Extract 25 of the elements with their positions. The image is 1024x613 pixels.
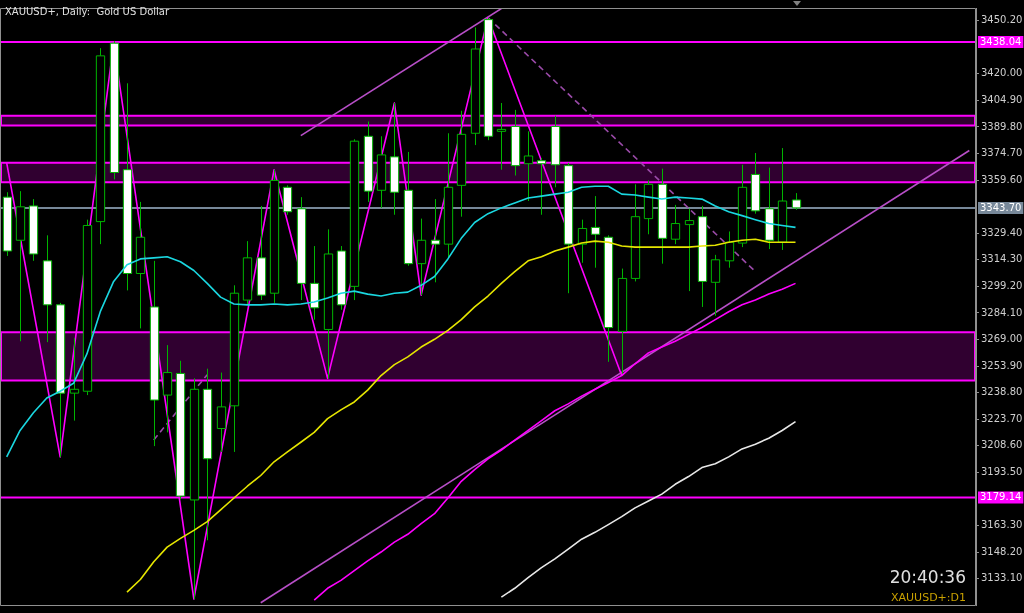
y-tick-label: 3374.70 bbox=[981, 147, 1023, 159]
y-tick-label: 3389.80 bbox=[981, 120, 1023, 132]
annotation: 20:40:36 bbox=[889, 567, 966, 587]
y-tick-label: 3420.00 bbox=[981, 67, 1023, 79]
y-tick-label: 3299.20 bbox=[981, 279, 1023, 291]
y-tick-label: 3404.90 bbox=[981, 93, 1023, 105]
chart-title: XAUUSD+, Daily: Gold US Dollar bbox=[5, 6, 170, 17]
y-tick-label: 3133.10 bbox=[981, 572, 1023, 584]
y-tick-label: 3359.60 bbox=[981, 173, 1023, 185]
y-tick-label: 3148.20 bbox=[981, 545, 1023, 557]
y-tick-label: 3450.20 bbox=[981, 14, 1023, 26]
y-tick-label: 3238.80 bbox=[981, 386, 1023, 398]
y-tick-label: 3223.70 bbox=[981, 412, 1023, 424]
y-tick-label: 3269.00 bbox=[981, 333, 1023, 345]
annotation: XAUUSD+:D1 bbox=[890, 591, 966, 604]
ref-line-label: 3179.14 bbox=[980, 491, 1022, 503]
ref-line-label: 3438.04 bbox=[980, 35, 1022, 47]
ref-line-label: 3343.70 bbox=[980, 201, 1022, 213]
y-tick-label: 3163.30 bbox=[981, 519, 1023, 531]
y-tick-label: 3329.40 bbox=[981, 226, 1023, 238]
y-tick-label: 3314.30 bbox=[981, 253, 1023, 265]
y-tick-label: 3208.60 bbox=[981, 439, 1023, 451]
y-tick-label: 3284.10 bbox=[981, 306, 1023, 318]
y-tick-label: 3193.50 bbox=[981, 465, 1023, 477]
y-tick-label: 3253.90 bbox=[981, 359, 1023, 371]
